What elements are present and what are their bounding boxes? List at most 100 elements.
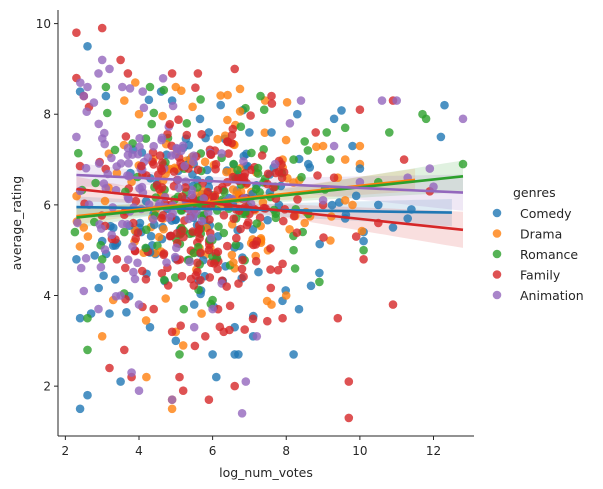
point-animation bbox=[208, 304, 217, 314]
point-animation bbox=[94, 69, 103, 78]
point-comedy bbox=[116, 377, 125, 386]
point-family bbox=[234, 279, 243, 288]
point-comedy bbox=[75, 313, 85, 323]
point-family bbox=[157, 183, 167, 192]
point-animation bbox=[94, 159, 104, 168]
point-family bbox=[193, 165, 203, 175]
point-family bbox=[240, 325, 249, 334]
point-family bbox=[319, 233, 328, 242]
point-family bbox=[141, 275, 151, 284]
point-family bbox=[278, 313, 287, 323]
point-drama bbox=[142, 372, 151, 382]
point-comedy bbox=[315, 239, 325, 249]
point-animation bbox=[329, 141, 339, 151]
point-family bbox=[223, 137, 233, 147]
y-axis-ticks: 2 4 6 8 10 bbox=[36, 17, 58, 394]
point-romance bbox=[101, 82, 111, 92]
point-family bbox=[219, 327, 228, 337]
point-drama bbox=[281, 291, 291, 300]
legend-title: genres bbox=[513, 185, 556, 200]
point-drama bbox=[159, 224, 168, 234]
point-family bbox=[166, 231, 176, 241]
point-romance bbox=[120, 227, 129, 237]
point-animation bbox=[94, 119, 103, 129]
point-romance bbox=[322, 128, 332, 137]
point-drama bbox=[281, 135, 291, 145]
legend-label-family: Family bbox=[520, 268, 561, 283]
point-family bbox=[169, 167, 179, 176]
point-animation bbox=[134, 386, 144, 396]
legend-label-romance: Romance bbox=[520, 247, 578, 262]
x-axis-label: log_num_votes bbox=[219, 465, 313, 480]
point-animation bbox=[185, 257, 194, 267]
point-drama bbox=[154, 232, 164, 242]
point-drama bbox=[228, 185, 238, 194]
point-family bbox=[181, 183, 190, 192]
point-drama bbox=[79, 223, 89, 232]
point-comedy bbox=[83, 42, 92, 51]
point-family bbox=[121, 132, 131, 141]
point-drama bbox=[100, 196, 110, 206]
point-family bbox=[158, 158, 167, 167]
point-romance bbox=[255, 188, 264, 197]
point-drama bbox=[141, 316, 151, 325]
legend-marker-comedy bbox=[492, 208, 502, 218]
point-animation bbox=[94, 304, 103, 314]
point-family bbox=[278, 259, 287, 269]
point-comedy bbox=[351, 191, 361, 201]
point-drama bbox=[312, 142, 321, 152]
point-family bbox=[236, 224, 245, 234]
point-family bbox=[224, 149, 233, 158]
point-animation bbox=[105, 64, 114, 74]
point-romance bbox=[74, 148, 83, 158]
point-animation bbox=[252, 332, 262, 341]
y-tick-label: 2 bbox=[43, 380, 51, 394]
point-animation bbox=[96, 262, 106, 272]
point-animation bbox=[217, 149, 226, 158]
point-romance bbox=[421, 114, 431, 124]
point-animation bbox=[123, 143, 133, 153]
regression-line-family bbox=[76, 187, 464, 232]
legend-label-comedy: Comedy bbox=[520, 206, 572, 221]
point-romance bbox=[83, 313, 92, 323]
point-animation bbox=[425, 164, 435, 173]
point-drama bbox=[282, 98, 292, 107]
point-comedy bbox=[267, 128, 276, 137]
y-tick-label: 4 bbox=[43, 289, 51, 303]
point-drama bbox=[223, 115, 232, 125]
point-drama bbox=[161, 294, 170, 303]
point-family bbox=[263, 316, 272, 326]
point-family bbox=[229, 214, 238, 223]
point-drama bbox=[223, 90, 232, 100]
point-animation bbox=[296, 96, 306, 105]
point-family bbox=[227, 130, 237, 140]
point-romance bbox=[315, 277, 324, 287]
point-family bbox=[279, 167, 289, 177]
point-drama bbox=[235, 107, 245, 116]
point-family bbox=[242, 220, 252, 230]
point-romance bbox=[252, 219, 262, 228]
point-animation bbox=[89, 98, 99, 107]
point-animation bbox=[97, 224, 106, 233]
point-family bbox=[137, 161, 146, 171]
point-comedy bbox=[216, 100, 225, 110]
point-romance bbox=[182, 119, 192, 128]
point-animation bbox=[118, 82, 127, 92]
point-animation bbox=[124, 194, 133, 204]
point-animation bbox=[149, 141, 158, 151]
point-romance bbox=[256, 91, 265, 101]
point-animation bbox=[241, 377, 251, 386]
point-comedy bbox=[72, 254, 81, 264]
point-animation bbox=[125, 84, 135, 93]
point-family bbox=[222, 282, 231, 291]
point-animation bbox=[377, 96, 387, 105]
point-romance bbox=[175, 350, 184, 359]
point-romance bbox=[289, 155, 298, 164]
point-animation bbox=[157, 133, 167, 143]
point-animation bbox=[206, 233, 216, 243]
point-animation bbox=[429, 182, 438, 191]
point-animation bbox=[127, 368, 136, 377]
point-animation bbox=[138, 87, 147, 96]
point-family bbox=[266, 283, 276, 293]
point-family bbox=[176, 321, 185, 331]
